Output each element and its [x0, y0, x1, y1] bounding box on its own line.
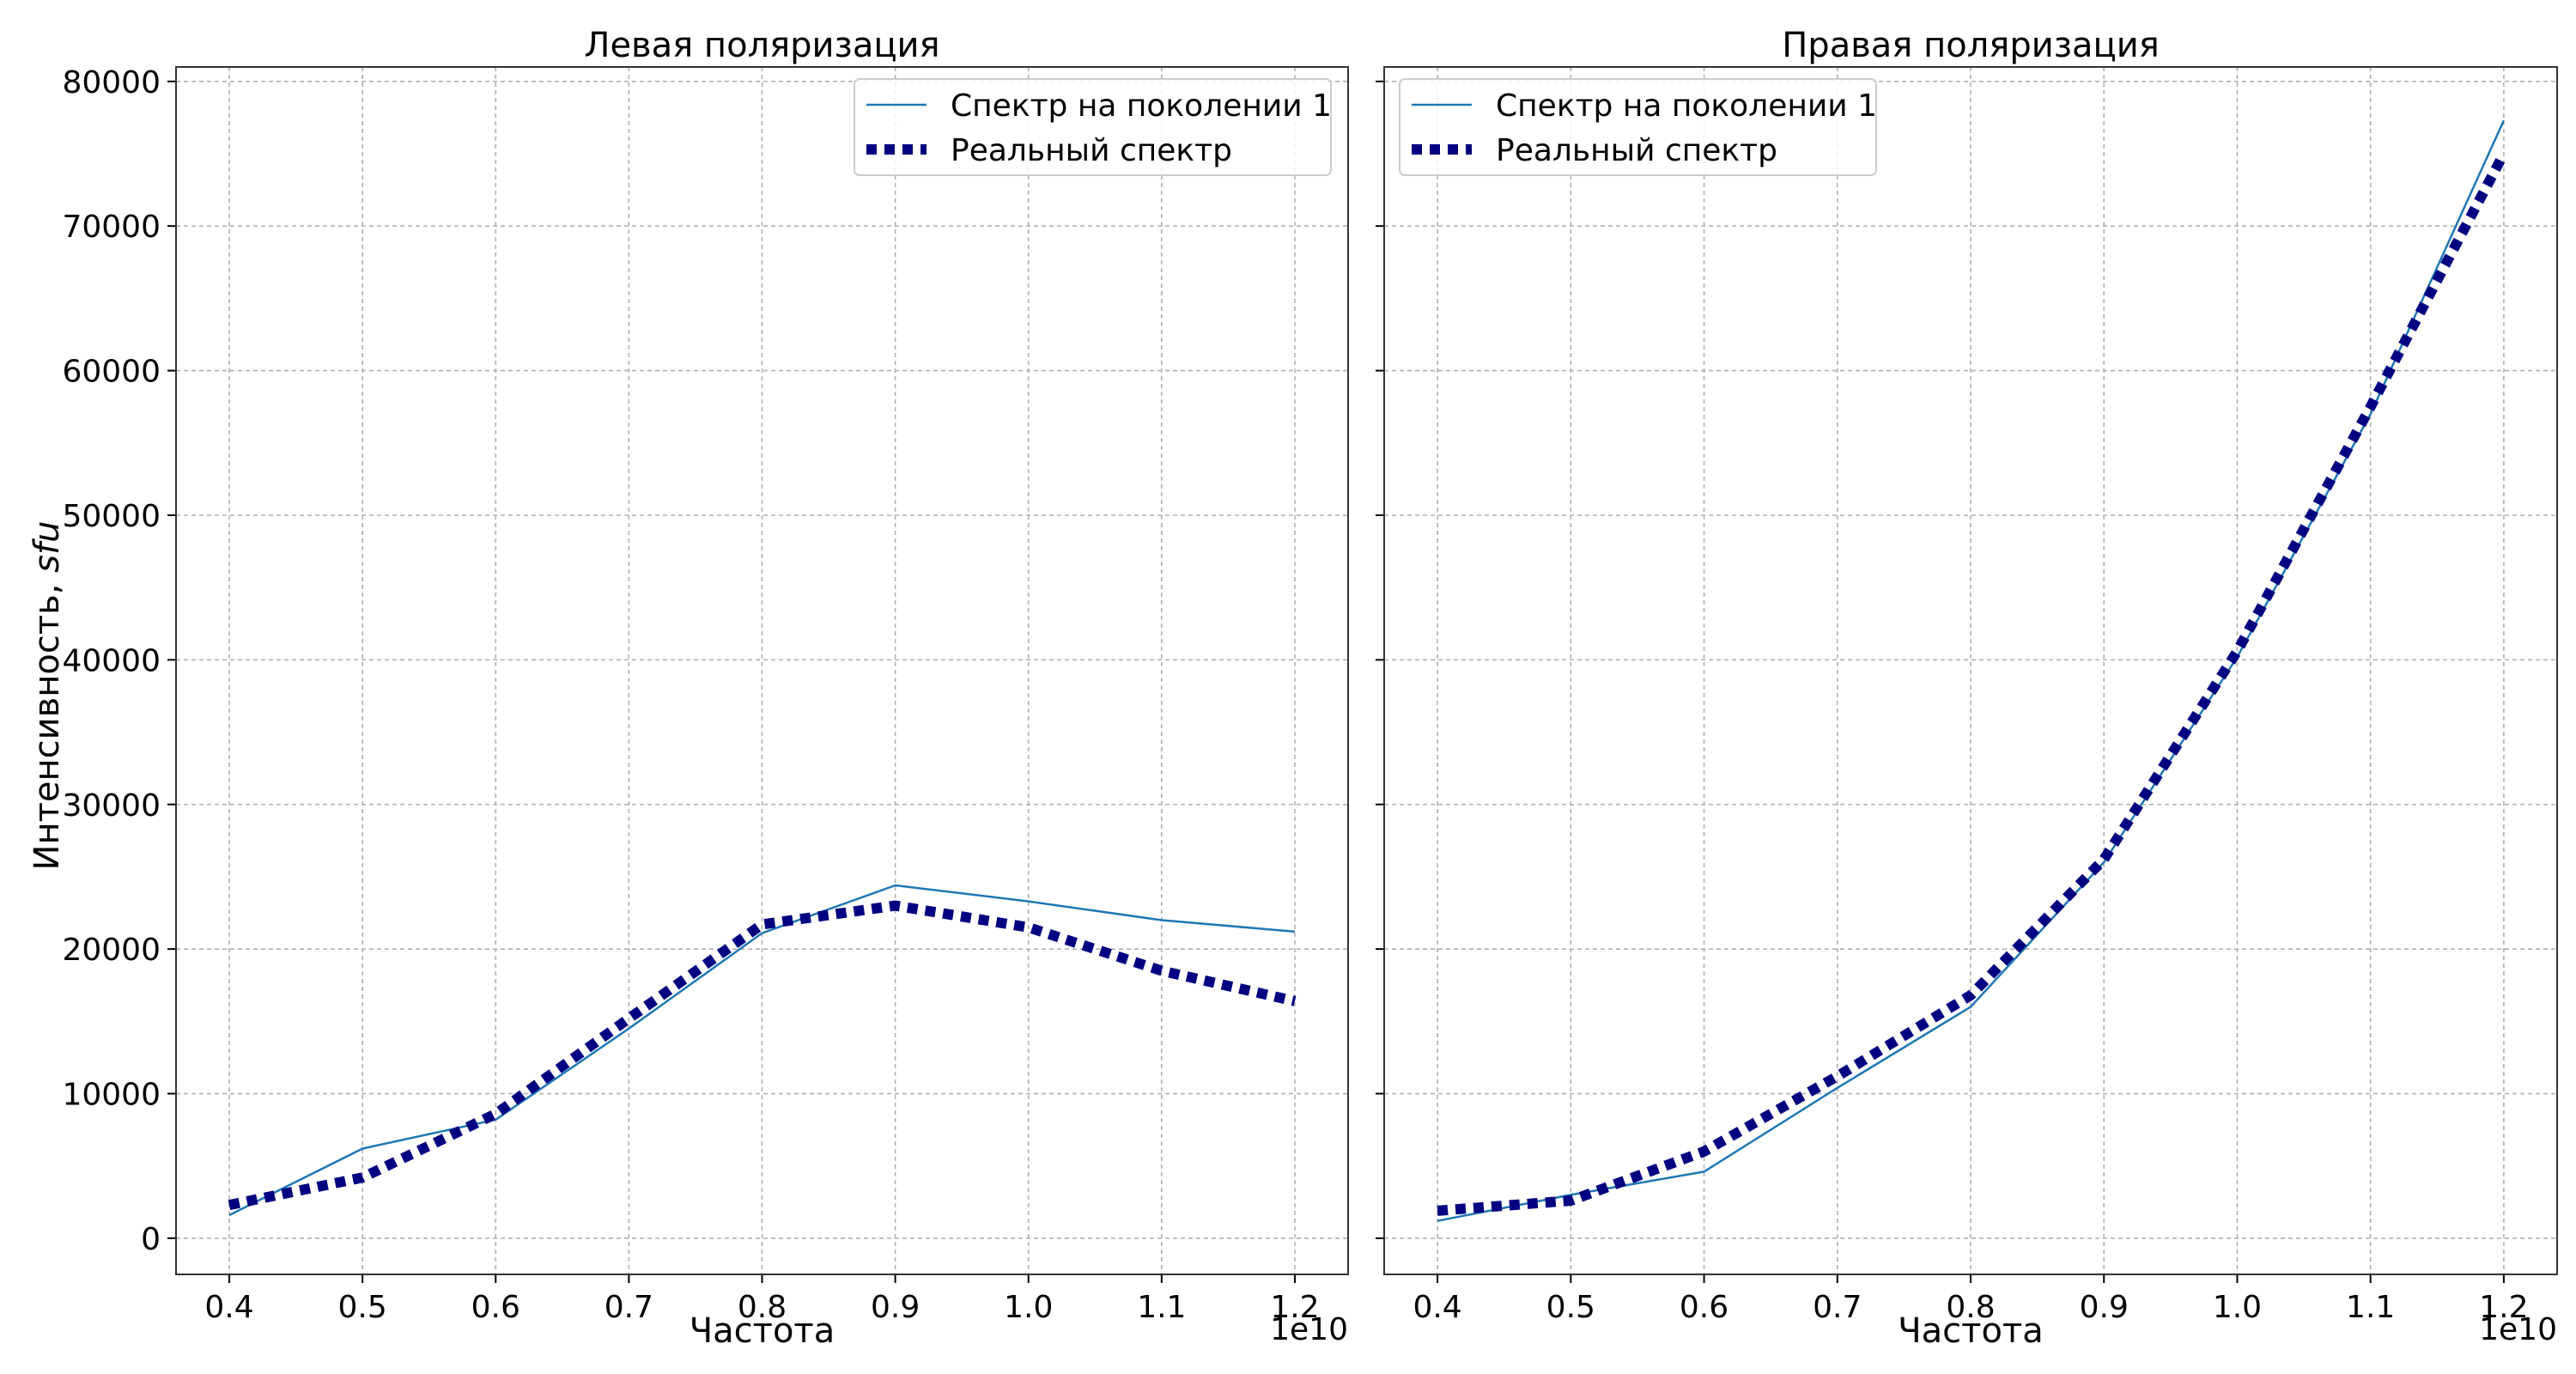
x-tick-label: 0.6 [1680, 1290, 1728, 1325]
grid [176, 67, 1348, 1274]
chart-title: Левая поляризация [584, 26, 939, 65]
chart-title: Правая поляризация [1782, 26, 2160, 65]
series-line-real-spectrum [228, 900, 1297, 1211]
left-polarization-panel: 0.4 0.5 0.6 0.7 0.8 0.9 1.0 1.1 1.2 0 10000 20000 30… [62, 26, 1349, 1351]
x-tick-label: 0.7 [605, 1290, 653, 1325]
x-tick-label: 0.6 [471, 1290, 520, 1325]
x-axis-label: Частота [1898, 1311, 2044, 1351]
plot-frame [175, 66, 1349, 1275]
x-tick-label: 0.8 [738, 1290, 787, 1325]
plot-frame [1383, 66, 2558, 1275]
y-tick-label: 10000 [62, 1078, 161, 1113]
x-tick-label: 0.9 [2080, 1290, 2129, 1325]
x-tick-label: 0.8 [1946, 1290, 1995, 1325]
x-tick-label: 1.0 [2213, 1290, 2262, 1325]
x-tick-label: 1.2 [1270, 1290, 1319, 1325]
legend-label: Спектр на поколении 1 [1496, 88, 1877, 124]
x-tick-label: 0.5 [338, 1290, 387, 1325]
series-line-generation-spectrum [228, 884, 1296, 1217]
x-tick-label: 0.4 [1413, 1290, 1461, 1325]
x-exponent-label: 1e10 [1270, 1312, 1348, 1347]
legend: Спектр на поколении 1 Реальный спектр [1399, 78, 1877, 176]
x-tick-label: 1.1 [1137, 1290, 1186, 1325]
legend-box [1399, 78, 1877, 176]
right-polarization-panel: 0.4 0.5 0.6 0.7 0.8 0.9 1.0 1.1 1.2 Правая поляри… [1376, 26, 2558, 1351]
x-axis-label: Частота [690, 1311, 835, 1351]
legend-label: Спектр на поколении 1 [951, 88, 1332, 124]
series-line-generation-spectrum [1437, 119, 2506, 1222]
y-tick-label: 30000 [62, 788, 161, 824]
x-tick-label: 0.9 [871, 1290, 920, 1325]
y-axis-label: Интенсивность, sfu [27, 521, 67, 871]
legend-label: Реальный спектр [1496, 133, 1777, 168]
legend: Спектр на поколении 1 Реальный спектр [854, 78, 1332, 176]
grid [1384, 67, 2557, 1274]
x-tick-label: 1.1 [2346, 1290, 2395, 1325]
x-tick-label: 0.7 [1813, 1290, 1862, 1325]
x-exponent-label: 1e10 [2479, 1312, 2557, 1347]
x-tick-label: 0.4 [204, 1290, 253, 1325]
x-tick-label: 0.5 [1546, 1290, 1595, 1325]
y-tick-label: 70000 [62, 210, 161, 245]
y-tick-label: 20000 [62, 933, 161, 968]
x-tick-label: 1.2 [2479, 1290, 2528, 1325]
y-tick-label: 40000 [62, 643, 161, 678]
series-line-real-spectrum [1437, 151, 2509, 1216]
x-tick-label: 1.0 [1004, 1290, 1053, 1325]
legend-label: Реальный спектр [951, 133, 1232, 168]
y-tick-label: 50000 [62, 499, 161, 534]
y-tick-label: 60000 [62, 355, 161, 390]
y-tick-label: 80000 [62, 65, 161, 100]
legend-box [854, 78, 1332, 176]
y-tick-label: 0 [141, 1222, 161, 1257]
